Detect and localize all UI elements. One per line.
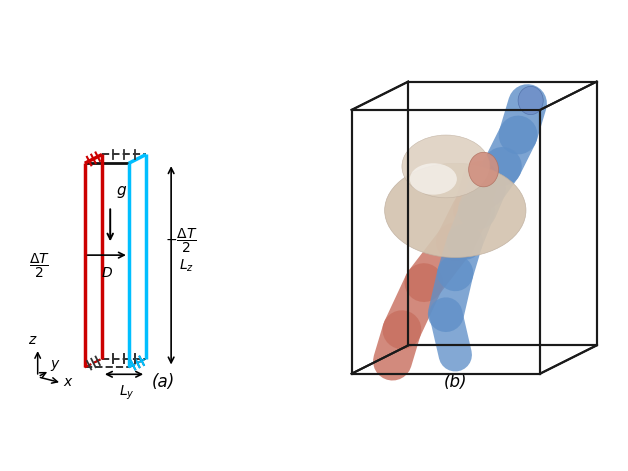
- Text: $-\dfrac{\Delta T}{2}$: $-\dfrac{\Delta T}{2}$: [165, 227, 197, 255]
- Ellipse shape: [384, 163, 526, 258]
- Text: (b): (b): [443, 373, 467, 391]
- Text: $\dfrac{\Delta T}{2}$: $\dfrac{\Delta T}{2}$: [30, 251, 50, 279]
- Ellipse shape: [518, 86, 543, 114]
- Ellipse shape: [468, 152, 499, 187]
- Text: $x$: $x$: [63, 375, 73, 389]
- Text: $g$: $g$: [117, 184, 127, 200]
- Text: $D$: $D$: [100, 266, 113, 280]
- Text: $L_y$: $L_y$: [119, 384, 135, 402]
- Text: $y$: $y$: [50, 357, 61, 373]
- Ellipse shape: [402, 135, 490, 198]
- Text: (a): (a): [151, 373, 175, 391]
- Text: $z$: $z$: [28, 333, 38, 347]
- Ellipse shape: [409, 163, 457, 195]
- Text: $L_z$: $L_z$: [179, 257, 194, 274]
